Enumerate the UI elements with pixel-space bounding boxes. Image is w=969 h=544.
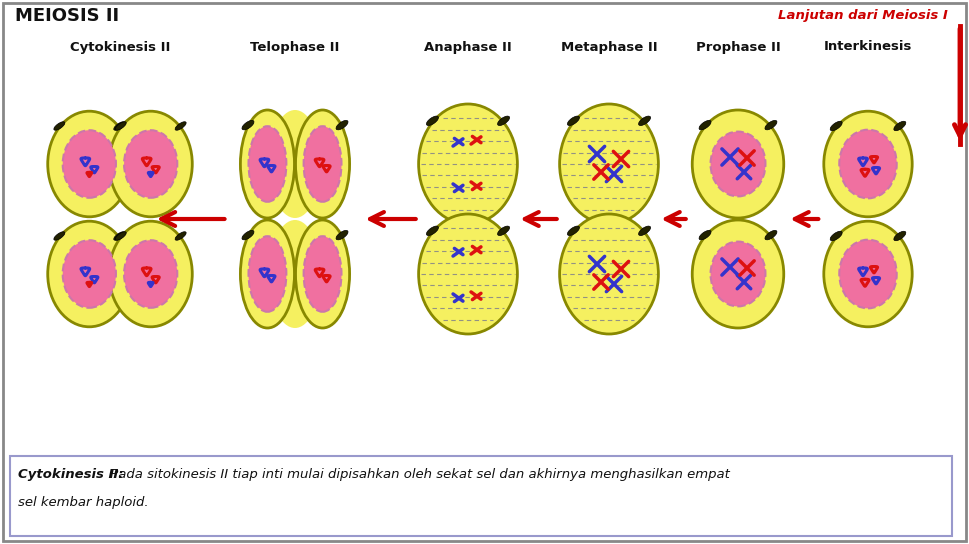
Ellipse shape xyxy=(54,122,65,130)
Ellipse shape xyxy=(419,104,516,224)
Ellipse shape xyxy=(823,111,911,217)
Ellipse shape xyxy=(248,236,286,312)
Text: Cytokinesis II:: Cytokinesis II: xyxy=(18,468,123,481)
Ellipse shape xyxy=(240,110,295,218)
Ellipse shape xyxy=(115,122,126,130)
Ellipse shape xyxy=(113,232,125,240)
Text: Cytokinesis II: Cytokinesis II xyxy=(70,40,170,53)
Ellipse shape xyxy=(175,232,186,240)
Ellipse shape xyxy=(248,126,286,202)
Text: Prophase II: Prophase II xyxy=(695,40,780,53)
Ellipse shape xyxy=(699,120,710,130)
Ellipse shape xyxy=(47,221,131,327)
Ellipse shape xyxy=(710,132,765,196)
Ellipse shape xyxy=(765,231,776,240)
Ellipse shape xyxy=(765,120,776,130)
Text: Telophase II: Telophase II xyxy=(250,40,339,53)
Ellipse shape xyxy=(115,232,126,240)
Ellipse shape xyxy=(63,130,116,198)
Ellipse shape xyxy=(497,226,509,236)
Text: Anaphase II: Anaphase II xyxy=(423,40,512,53)
Ellipse shape xyxy=(829,231,841,240)
Ellipse shape xyxy=(268,110,321,218)
Ellipse shape xyxy=(699,231,710,240)
Ellipse shape xyxy=(567,226,578,236)
Ellipse shape xyxy=(109,111,192,217)
Text: Pada sitokinesis II tiap inti mulai dipisahkan oleh sekat sel dan akhirnya mengh: Pada sitokinesis II tiap inti mulai dipi… xyxy=(106,468,729,481)
Ellipse shape xyxy=(175,122,186,130)
Ellipse shape xyxy=(692,110,783,218)
Ellipse shape xyxy=(124,240,177,308)
Ellipse shape xyxy=(303,236,341,312)
Ellipse shape xyxy=(419,214,516,334)
Ellipse shape xyxy=(426,116,438,126)
Text: MEIOSIS II: MEIOSIS II xyxy=(15,7,119,25)
Ellipse shape xyxy=(559,214,658,334)
Ellipse shape xyxy=(426,226,438,236)
Ellipse shape xyxy=(710,242,765,306)
Ellipse shape xyxy=(296,110,349,218)
Text: Interkinesis: Interkinesis xyxy=(823,40,911,53)
Ellipse shape xyxy=(268,220,321,328)
Ellipse shape xyxy=(241,231,254,240)
Ellipse shape xyxy=(829,121,841,131)
Ellipse shape xyxy=(838,240,895,308)
Ellipse shape xyxy=(109,221,192,327)
Ellipse shape xyxy=(113,122,125,130)
Ellipse shape xyxy=(559,104,658,224)
Ellipse shape xyxy=(497,116,509,126)
Ellipse shape xyxy=(638,116,650,126)
Text: Lanjutan dari Meiosis I: Lanjutan dari Meiosis I xyxy=(777,9,947,22)
Ellipse shape xyxy=(124,130,177,198)
Ellipse shape xyxy=(303,126,341,202)
Ellipse shape xyxy=(335,120,348,130)
Ellipse shape xyxy=(692,220,783,328)
Ellipse shape xyxy=(892,121,905,131)
FancyBboxPatch shape xyxy=(3,3,965,541)
FancyBboxPatch shape xyxy=(10,456,951,536)
Ellipse shape xyxy=(638,226,650,236)
Ellipse shape xyxy=(240,220,295,328)
Text: Metaphase II: Metaphase II xyxy=(560,40,657,53)
Ellipse shape xyxy=(335,231,348,240)
Ellipse shape xyxy=(63,240,116,308)
Text: sel kembar haploid.: sel kembar haploid. xyxy=(18,496,148,509)
Ellipse shape xyxy=(892,231,905,240)
Ellipse shape xyxy=(54,232,65,240)
Ellipse shape xyxy=(241,120,254,130)
Ellipse shape xyxy=(567,116,578,126)
Ellipse shape xyxy=(838,129,895,199)
Ellipse shape xyxy=(823,221,911,327)
Ellipse shape xyxy=(296,220,349,328)
Ellipse shape xyxy=(47,111,131,217)
